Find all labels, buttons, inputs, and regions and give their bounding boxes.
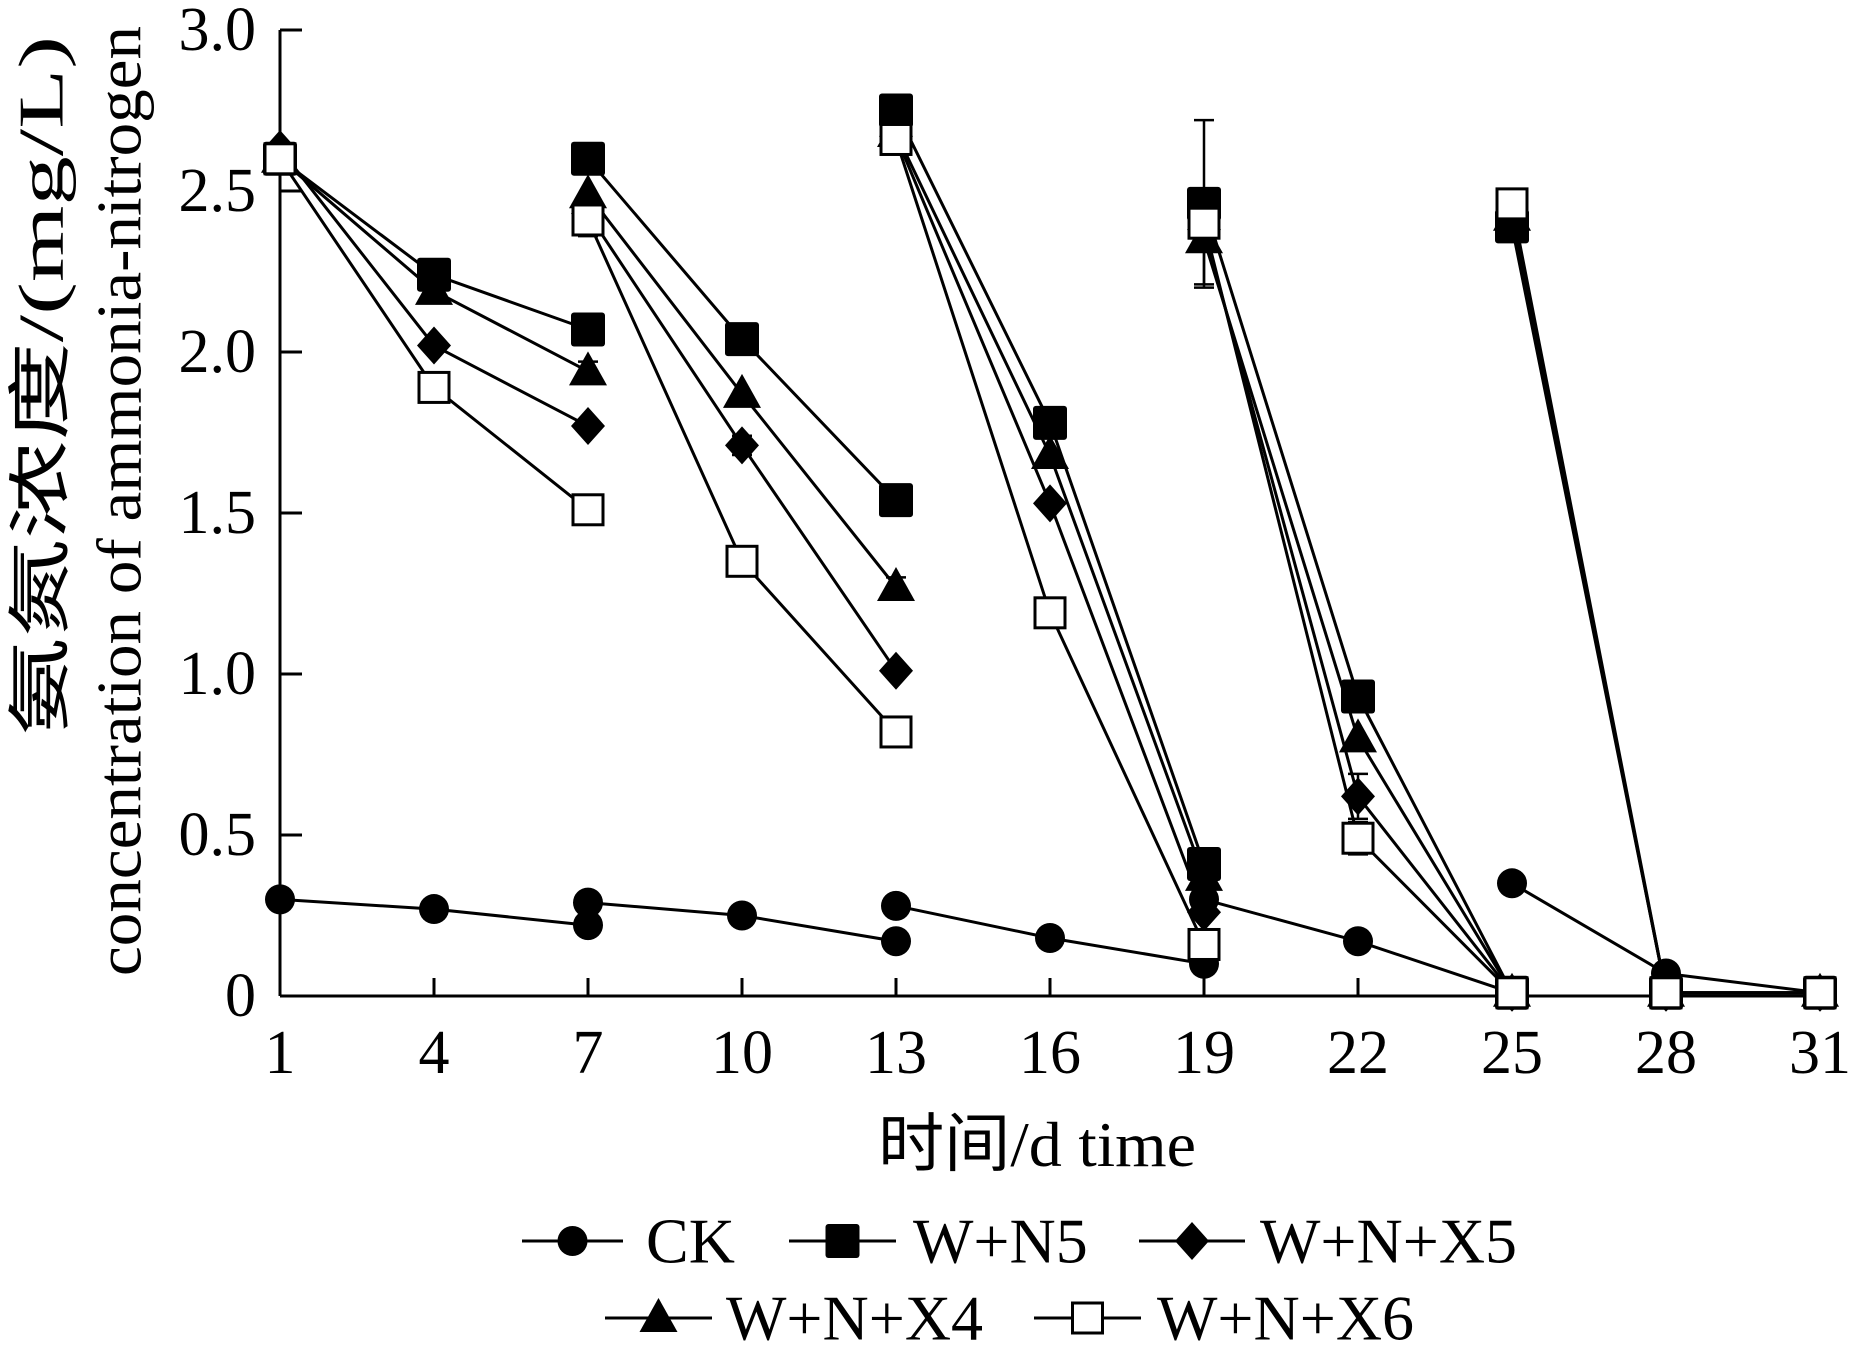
w-n-x5-data-point [571,407,605,446]
x-tick-label: 10 [711,1019,773,1087]
ck-data-point [881,890,911,921]
legend-item-w-n5: W+N5 [789,1206,1088,1277]
y-tick-label: 0 [225,962,256,1030]
w-n-x5-data-point [1187,893,1221,932]
x-tick-label: 25 [1481,1019,1543,1087]
tick-marks-and-labels: 0 0.5 1.0 1.5 2.0 2.5 3.0 1 4 7 10 13 16 19 22 25 28 31 [179,0,1852,1087]
ck-data-point [419,894,449,925]
w-n5-data-point [879,93,913,128]
legend-item-ck: CK [522,1206,735,1277]
w-n-x6-data-point [879,122,913,156]
legend-label: W+N5 [913,1206,1088,1277]
w-n-x5-line-segment [894,135,1206,913]
y-tick-label: 2.5 [179,157,257,225]
legend-label: W+N+X4 [726,1283,983,1349]
legend-marker [1071,1301,1104,1335]
w-n-x6-data-point [879,715,913,749]
w-n5-data-point [725,322,759,357]
y-axis-label-chinese: 氨氮浓度/(mg/L) [6,36,77,736]
x-tick-label: 22 [1327,1019,1389,1087]
x-tick-label: 19 [1173,1019,1235,1087]
legend-marker [639,1298,678,1332]
y-tick-label: 2.0 [179,318,257,386]
w-n-x4-data-point [877,567,915,602]
w-n-x6-data-point [417,370,451,404]
x-tick-label: 1 [265,1019,296,1087]
w-n-x6-data-point [1495,187,1529,221]
w-n-x6-data-point [1341,821,1375,855]
ck-data-point [573,910,603,941]
x-tick-label: 16 [1019,1019,1081,1087]
legend-label: W+N+X5 [1260,1206,1517,1277]
w-n-x5-line-segment [1510,219,1820,995]
data-point-markers [261,93,1839,1012]
y-tick-label: 3.0 [179,0,257,64]
w-n5-data-point [571,141,605,176]
w-n-x4-data-point [1339,718,1377,753]
w-n-x5-data-point [1341,777,1375,816]
w-n-x6-data-point [1187,206,1221,240]
y-tick-label: 1.0 [179,640,257,708]
w-n5-line-segment [1510,226,1820,995]
series-lines [278,109,1821,995]
w-n-x4-data-point [1031,435,1069,470]
legend-item-w-n-x6: W+N+X6 [1034,1283,1414,1349]
w-n-x6-data-point [1649,976,1683,1010]
w-n5-data-point [879,483,913,518]
legend-marker [557,1226,588,1256]
ck-data-point [265,884,295,915]
legend-marker [1175,1222,1209,1260]
ck-data-point [727,900,757,931]
w-n5-data-point [571,312,605,347]
w-n-x4-data-point [569,351,607,386]
ck-data-point [573,887,603,918]
w-n-x6-data-point [725,544,759,578]
y-tick-label: 0.5 [179,801,257,869]
w-n-x4-data-point [723,373,761,408]
w-n-x6-data-point [1033,596,1067,630]
w-n-x6-line-segment [1202,222,1514,994]
y-axis-label-english: concentration of ammonia-nitrogen [84,26,155,976]
w-n-x5-data-point [879,651,913,690]
legend-marker [825,1224,860,1258]
w-n-x6-data-point [571,203,605,237]
x-tick-label: 4 [419,1019,450,1087]
ck-data-point [1035,923,1065,954]
x-tick-label: 7 [573,1019,604,1087]
w-n-x6-data-point [571,493,605,527]
w-n-x6-line-segment [586,219,898,734]
y-tick-label: 1.5 [179,479,257,547]
w-n-x6-data-point [1187,927,1221,961]
w-n-x5-line-segment [1202,229,1514,994]
ck-data-point [1343,926,1373,957]
legend-item-w-n-x4: W+N+X4 [605,1283,983,1349]
w-n-x6-line-segment [1510,203,1820,995]
w-n-x5-data-point [1033,484,1067,523]
w-n5-data-point [1033,405,1067,440]
legend-item-w-n-x5: W+N+X5 [1139,1206,1517,1277]
x-tick-label: 31 [1789,1019,1851,1087]
w-n5-data-point [1341,679,1375,714]
legend: CK W+N5 W+N+X5 W+N+X4 W+N+X6 [522,1206,1517,1349]
ck-data-point [881,926,911,957]
x-tick-label: 13 [865,1019,927,1087]
ck-data-point [1497,868,1527,899]
legend-label: CK [646,1206,735,1277]
w-n-x6-line-segment [894,139,1206,946]
x-tick-label: 28 [1635,1019,1697,1087]
w-n-x6-data-point [263,142,297,176]
w-n-x4-line-segment [1510,216,1820,995]
error-bars [578,118,1368,856]
x-axis-label: 时间/d time [878,1109,1196,1180]
w-n-x4-data-point [1185,856,1223,891]
w-n5-line-segment [1202,203,1514,994]
w-n-x4-data-point [415,270,453,305]
w-n-x6-data-point [1495,976,1529,1010]
w-n-x4-data-point [569,174,607,209]
w-n-x6-data-point [1803,976,1837,1010]
legend-label: W+N+X6 [1157,1283,1414,1349]
w-n-x5-data-point [417,326,451,365]
w-n-x5-data-point [725,426,759,465]
